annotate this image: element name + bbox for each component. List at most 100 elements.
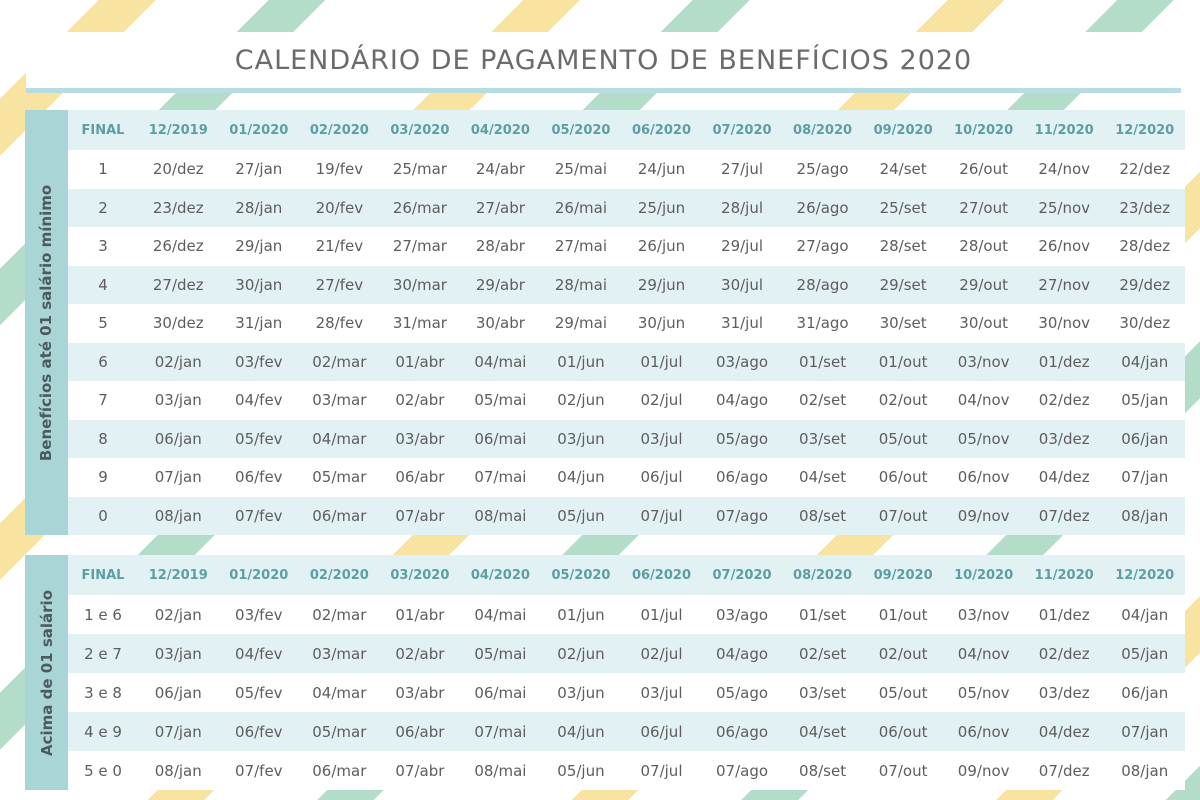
payment-date-cell: 25/mar: [392, 160, 447, 179]
final-digit-cell: 3 e 8: [84, 683, 122, 702]
payment-date-cell: 28/fev: [315, 314, 364, 333]
payment-date-cell: 26/out: [959, 160, 1008, 179]
payment-date-cell: 01/dez: [1038, 352, 1090, 371]
payment-date-cell: 31/jul: [721, 314, 764, 333]
payment-date-cell: 06/nov: [957, 722, 1010, 741]
payment-date-cell: 08/mai: [474, 506, 527, 525]
column-header: 08/2020: [793, 567, 853, 583]
side-label-box: Acima de 01 salário: [25, 555, 68, 790]
payment-date-cell: 29/jan: [235, 237, 283, 256]
payment-date-cell: 29/abr: [475, 275, 525, 294]
payment-date-cell: 04/fev: [235, 644, 283, 663]
final-digit-cell: 5 e 0: [84, 761, 122, 780]
payment-date-cell: 07/fev: [235, 506, 283, 525]
table-row: 3 e 8 06/jan 05/fev 04/mar 03/abr 06/mai 03/ju…: [68, 673, 1185, 712]
payment-date-cell: 29/mai: [554, 314, 608, 333]
column-header: 03/2020: [390, 567, 450, 583]
table-row: 1 e 6 02/jan 03/fev 02/mar 01/abr 04/mai 01/ju…: [68, 595, 1185, 634]
payment-date-cell: 27/jan: [235, 160, 283, 179]
payment-date-cell: 01/abr: [395, 605, 445, 624]
payment-date-cell: 04/mai: [474, 605, 527, 624]
payment-date-cell: 30/jul: [721, 275, 764, 294]
payment-date-cell: 03/fev: [235, 352, 283, 371]
payment-date-cell: 07/dez: [1038, 761, 1090, 780]
payment-date-cell: 30/mar: [392, 275, 447, 294]
payment-date-cell: 28/dez: [1119, 237, 1171, 256]
payment-date-cell: 07/fev: [235, 761, 283, 780]
payment-date-cell: 29/jun: [637, 275, 686, 294]
payment-date-cell: 28/jan: [235, 198, 283, 217]
payment-date-cell: 06/mai: [474, 429, 527, 448]
payment-date-cell: 07/ago: [716, 506, 769, 525]
column-header: 09/2020: [873, 567, 933, 583]
title-banner: CALENDÁRIO DE PAGAMENTO DE BENEFÍCIOS 20…: [26, 32, 1181, 93]
payment-date-cell: 06/fev: [235, 468, 283, 487]
payment-date-cell: 27/dez: [152, 275, 204, 294]
column-header: 04/2020: [470, 567, 530, 583]
column-header: 06/2020: [631, 567, 691, 583]
payment-date-cell: 07/abr: [395, 761, 445, 780]
payment-date-cell: 06/abr: [395, 722, 445, 741]
payment-date-cell: 22/dez: [1119, 160, 1171, 179]
payment-date-cell: 04/jan: [1121, 352, 1169, 371]
payment-date-cell: 07/mai: [474, 468, 527, 487]
payment-date-cell: 25/ago: [796, 160, 849, 179]
column-header: FINAL: [81, 122, 125, 138]
payment-date-cell: 07/jul: [640, 506, 683, 525]
payment-date-cell: 03/nov: [957, 352, 1010, 371]
payment-date-cell: 06/jul: [640, 468, 683, 487]
payment-date-cell: 02/mar: [312, 605, 367, 624]
payment-date-cell: 30/nov: [1038, 314, 1091, 333]
payment-date-cell: 05/mar: [312, 468, 367, 487]
payment-date-cell: 06/mar: [312, 506, 367, 525]
table-row: 5 30/dez 31/jan 28/fev 31/mar 30/abr 29/mai 30/…: [68, 304, 1185, 343]
payment-date-cell: 23/dez: [1119, 198, 1171, 217]
payment-date-cell: 27/abr: [475, 198, 525, 217]
payment-date-cell: 05/mai: [474, 644, 527, 663]
final-digit-cell: 1 e 6: [84, 605, 122, 624]
column-header: 12/2020: [1115, 567, 1175, 583]
table-row: 6 02/jan 03/fev 02/mar 01/abr 04/mai 01/jun 01/…: [68, 342, 1185, 381]
payment-date-cell: 09/nov: [957, 761, 1010, 780]
table-row: 5 e 0 08/jan 07/fev 06/mar 07/abr 08/mai 05/ju…: [68, 751, 1185, 790]
final-digit-cell: 9: [98, 468, 108, 487]
payment-date-cell: 19/fev: [315, 160, 364, 179]
column-header: 07/2020: [712, 567, 772, 583]
payment-date-cell: 02/dez: [1038, 644, 1090, 663]
payment-date-cell: 02/jun: [557, 644, 605, 663]
payment-date-cell: 01/dez: [1038, 605, 1090, 624]
payment-date-cell: 27/ago: [796, 237, 849, 256]
payment-date-cell: 29/dez: [1119, 275, 1171, 294]
payment-date-cell: 08/set: [799, 506, 847, 525]
payment-date-cell: 05/jan: [1121, 644, 1169, 663]
payment-date-cell: 04/mar: [312, 429, 367, 448]
column-header: 12/2019: [148, 567, 208, 583]
payment-date-cell: 20/dez: [152, 160, 204, 179]
payment-date-cell: 04/nov: [957, 391, 1010, 410]
payment-date-cell: 03/fev: [235, 605, 283, 624]
payment-date-cell: 05/ago: [716, 429, 769, 448]
payment-date-cell: 31/ago: [796, 314, 849, 333]
payment-date-cell: 06/fev: [235, 722, 283, 741]
payment-date-cell: 06/ago: [716, 722, 769, 741]
final-digit-cell: 0: [98, 506, 108, 525]
column-header: 01/2020: [229, 567, 289, 583]
payment-date-cell: 07/out: [878, 506, 928, 525]
payment-date-cell: 03/mar: [312, 391, 367, 410]
payment-date-cell: 02/abr: [395, 391, 445, 410]
table-row: 2 e 7 03/jan 04/fev 03/mar 02/abr 05/mai 02/ju…: [68, 634, 1185, 673]
payment-date-cell: 04/jan: [1121, 605, 1169, 624]
payment-date-cell: 07/mai: [474, 722, 527, 741]
payment-date-cell: 05/out: [878, 683, 928, 702]
payment-date-cell: 05/mar: [312, 722, 367, 741]
payment-date-cell: 03/jun: [557, 429, 605, 448]
payment-date-cell: 30/dez: [1119, 314, 1171, 333]
payment-date-cell: 03/dez: [1038, 683, 1090, 702]
column-header: 02/2020: [309, 122, 369, 138]
table-row: 0 08/jan 07/fev 06/mar 07/abr 08/mai 05/jun 07/…: [68, 496, 1185, 535]
payment-date-cell: 05/jun: [557, 761, 605, 780]
payment-date-cell: 05/ago: [716, 683, 769, 702]
table-row: 8 06/jan 05/fev 04/mar 03/abr 06/mai 03/jun 03/…: [68, 419, 1185, 458]
payment-date-cell: 26/jun: [637, 237, 686, 256]
table-row: 4 e 9 07/jan 06/fev 05/mar 06/abr 07/mai 04/ju…: [68, 712, 1185, 751]
